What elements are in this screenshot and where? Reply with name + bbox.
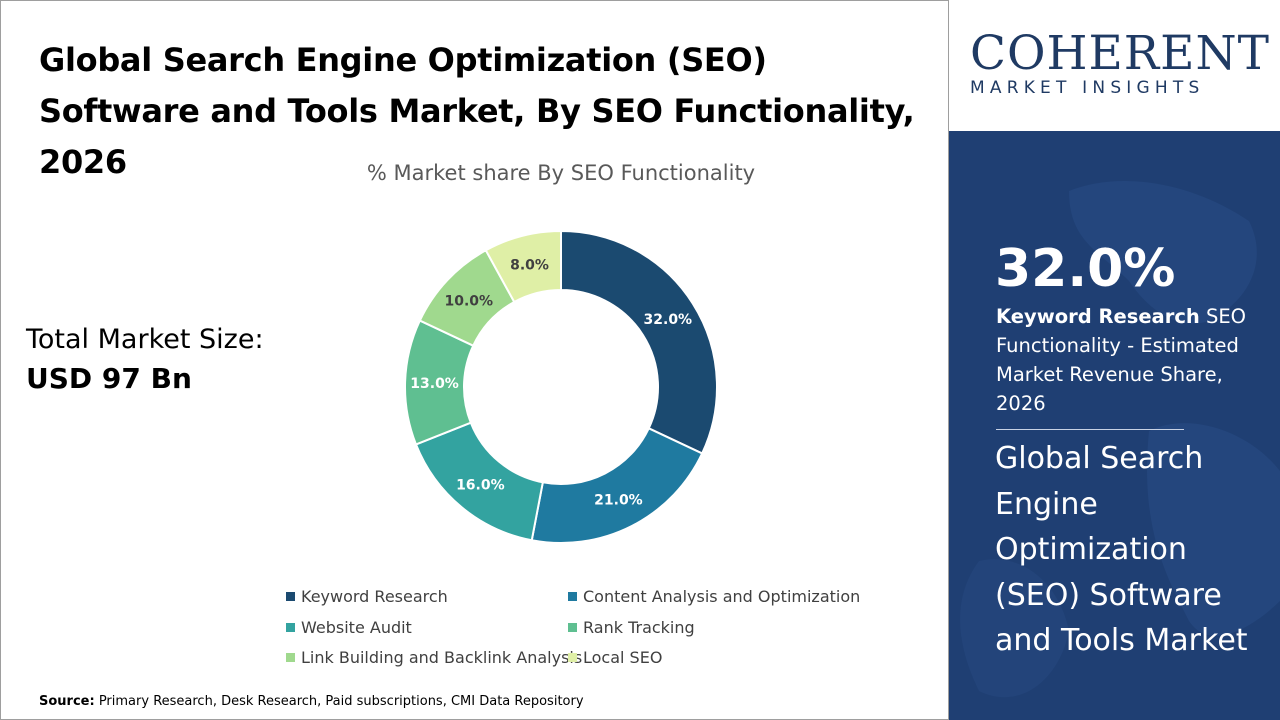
legend-swatch-1 — [568, 592, 577, 601]
legend-label-0: Keyword Research — [301, 587, 448, 606]
donut-slice-1 — [530, 426, 704, 544]
legend-label-5: Local SEO — [583, 648, 663, 667]
legend-swatch-2 — [286, 622, 295, 632]
data-label-3: 13.0% — [410, 376, 459, 392]
legend-swatch-5 — [568, 653, 577, 662]
source-label: Source: — [39, 694, 95, 709]
legend-item-2: Website Audit — [286, 618, 412, 637]
source-text: Primary Research, Desk Research, Paid su… — [94, 694, 584, 709]
data-label-5: 8.0% — [510, 257, 549, 273]
market-size-value: USD 97 Bn — [26, 362, 192, 395]
logo-wordmark: COHERENT — [970, 26, 1270, 81]
logo: COHERENT MARKET INSIGHTS — [949, 0, 1280, 131]
highlight-text: Keyword Research SEO Functionality - Est… — [996, 302, 1266, 418]
data-label-2: 16.0% — [456, 477, 505, 493]
highlight-value: 32.0% — [995, 239, 1176, 299]
data-label-0: 32.0% — [644, 312, 693, 328]
donut-slice-0 — [560, 229, 718, 455]
panel-market-title: Global Search Engine Optimization (SEO) … — [995, 441, 1248, 658]
highlight-panel: 32.0% Keyword Research SEO Functionality… — [949, 131, 1280, 720]
legend-item-4: Link Building and Backlink Analysis — [286, 648, 582, 667]
legend-label-3: Rank Tracking — [583, 617, 695, 637]
donut-chart: 32.0% 21.0% 16.0% 13.0% 10.0% 8.0% — [404, 229, 718, 544]
market-size-label: Total Market Size: — [26, 324, 264, 355]
chart-area: Global Search Engine Optimization (SEO) … — [0, 0, 949, 720]
world-map-watermark — [960, 181, 1280, 698]
page-title: Global Search Engine Optimization (SEO) … — [39, 41, 915, 181]
logo-tagline: MARKET INSIGHTS — [970, 78, 1205, 98]
legend-swatch-4 — [286, 653, 295, 662]
legend-label-2: Website Audit — [301, 617, 412, 637]
donut-slice-5 — [484, 229, 562, 304]
legend-label-4: Link Building and Backlink Analysis — [301, 648, 583, 667]
divider — [996, 429, 1184, 430]
legend-swatch-0 — [286, 592, 295, 601]
chart-subtitle: % Market share By SEO Functionality — [366, 161, 756, 185]
legend-swatch-3 — [568, 622, 577, 632]
legend-item-5: Local SEO — [568, 648, 662, 667]
legend-item-1: Content Analysis and Optimization — [568, 587, 860, 606]
legend-item-0: Keyword Research — [286, 587, 448, 606]
data-label-4: 10.0% — [444, 293, 493, 309]
data-label-1: 21.0% — [594, 493, 643, 509]
source-note: Source: Primary Research, Desk Research,… — [39, 694, 584, 709]
logo-main-text: COHERENT — [970, 26, 1270, 81]
highlight-segment-name: Keyword Research — [996, 305, 1200, 328]
legend-label-1: Content Analysis and Optimization — [583, 587, 861, 606]
sidebar: COHERENT MARKET INSIGHTS 32.0% Keyword R… — [949, 0, 1280, 720]
legend-item-3: Rank Tracking — [568, 618, 695, 637]
highlight-description: SEO Functionality - Estimated Market Rev… — [996, 305, 1247, 415]
